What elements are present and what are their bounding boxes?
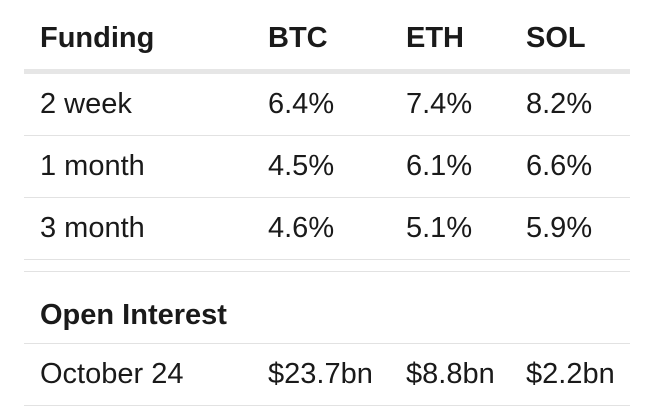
table-row: 2 week 6.4% 7.4% 8.2%: [24, 74, 630, 136]
eth-value: 6.1%: [406, 150, 473, 182]
row-label: 3 month: [40, 212, 145, 244]
section-title: Open Interest: [40, 299, 227, 331]
header-btc: BTC: [268, 22, 328, 54]
table-row: October 24 $23.7bn $8.8bn $2.2bn: [24, 344, 630, 406]
eth-value: 7.4%: [406, 88, 473, 120]
section-spacer: [24, 260, 630, 272]
header-funding: Funding: [40, 22, 155, 54]
sol-value: $2.2bn: [526, 358, 615, 390]
open-interest-section-header: Open Interest: [24, 272, 630, 344]
table-row: 1 month 4.5% 6.1% 6.6%: [24, 136, 630, 198]
header-eth: ETH: [406, 22, 464, 54]
row-label: October 24: [40, 358, 184, 390]
row-label: 1 month: [40, 150, 145, 182]
sol-value: 8.2%: [526, 88, 593, 120]
table-header-row: Funding BTC ETH SOL: [24, 0, 630, 74]
btc-value: 6.4%: [268, 88, 335, 120]
row-label: 2 week: [40, 88, 132, 120]
sol-value: 6.6%: [526, 150, 593, 182]
table-row: 3 month 4.6% 5.1% 5.9%: [24, 198, 630, 260]
btc-value: $23.7bn: [268, 358, 373, 390]
funding-table: Funding BTC ETH SOL 2 week 6.4% 7.4% 8.2…: [24, 0, 630, 406]
btc-value: 4.5%: [268, 150, 335, 182]
btc-value: 4.6%: [268, 212, 335, 244]
eth-value: 5.1%: [406, 212, 473, 244]
sol-value: 5.9%: [526, 212, 593, 244]
eth-value: $8.8bn: [406, 358, 495, 390]
header-sol: SOL: [526, 22, 586, 54]
